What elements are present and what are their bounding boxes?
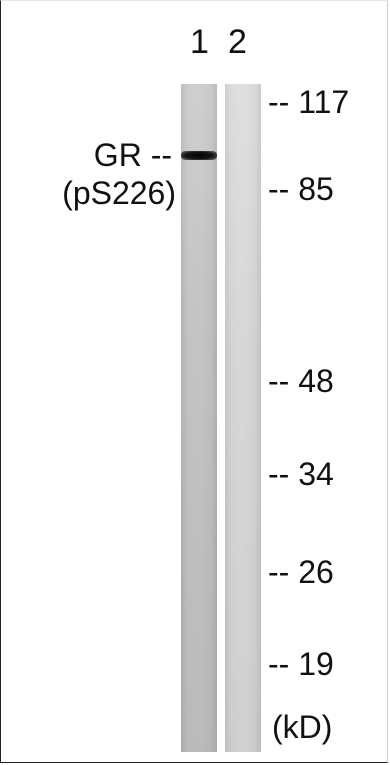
marker-85: -- 85 — [268, 171, 334, 207]
marker-117: -- 117 — [268, 84, 350, 120]
lane-1-number: 1 — [190, 23, 209, 61]
marker-19: -- 19 — [268, 646, 334, 682]
protein-modification-label: (pS226) — [62, 175, 176, 211]
lane-2 — [225, 84, 261, 752]
marker-26: -- 26 — [268, 554, 334, 590]
gr-band — [181, 151, 217, 160]
unit-label: (kD) — [272, 709, 333, 745]
protein-name-label: GR -- — [93, 137, 172, 173]
marker-34: -- 34 — [268, 456, 334, 492]
lane-2-number: 2 — [228, 23, 247, 61]
marker-48: -- 48 — [268, 363, 334, 399]
lane-1 — [181, 84, 217, 752]
